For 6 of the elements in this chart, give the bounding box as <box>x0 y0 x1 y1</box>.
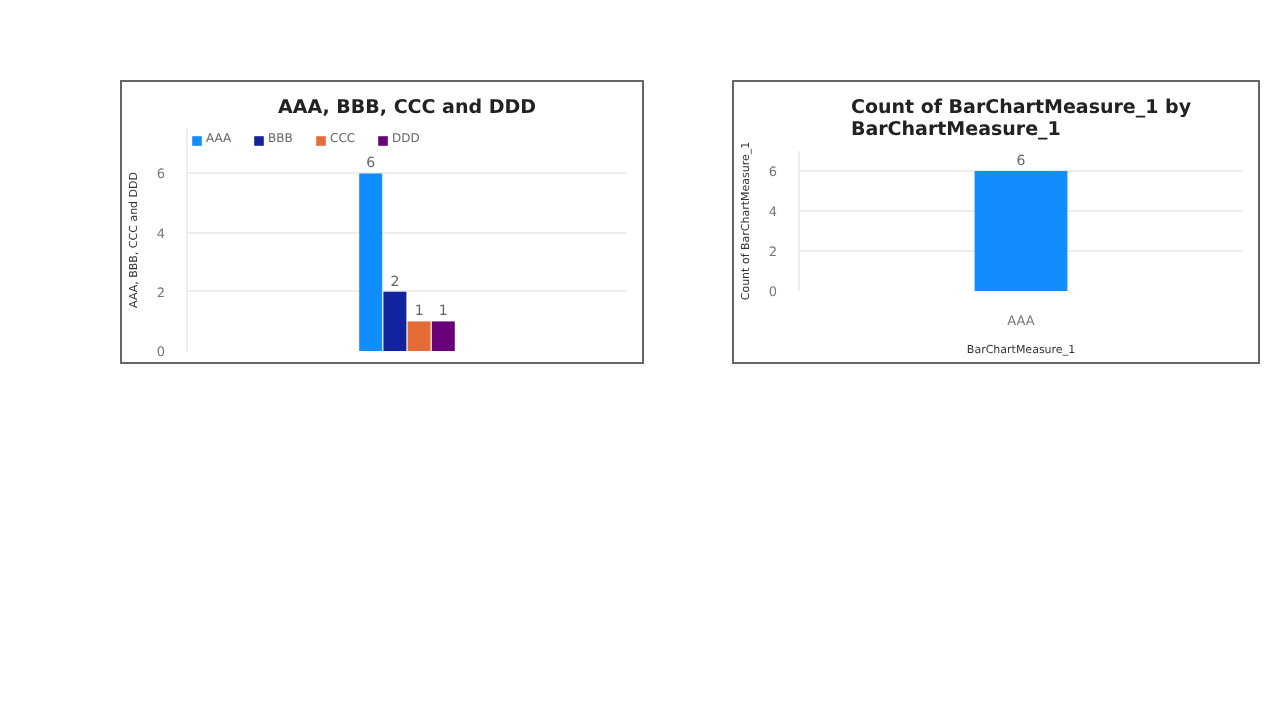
bar <box>383 291 407 351</box>
bar <box>407 321 431 351</box>
bar <box>431 321 455 351</box>
chart-title: AAA, BBB, CCC and DDD <box>278 97 537 119</box>
chart-title: Count of BarChartMeasure_1 by BarChartMeasure_1 <box>850 97 1193 141</box>
bar <box>359 173 383 351</box>
